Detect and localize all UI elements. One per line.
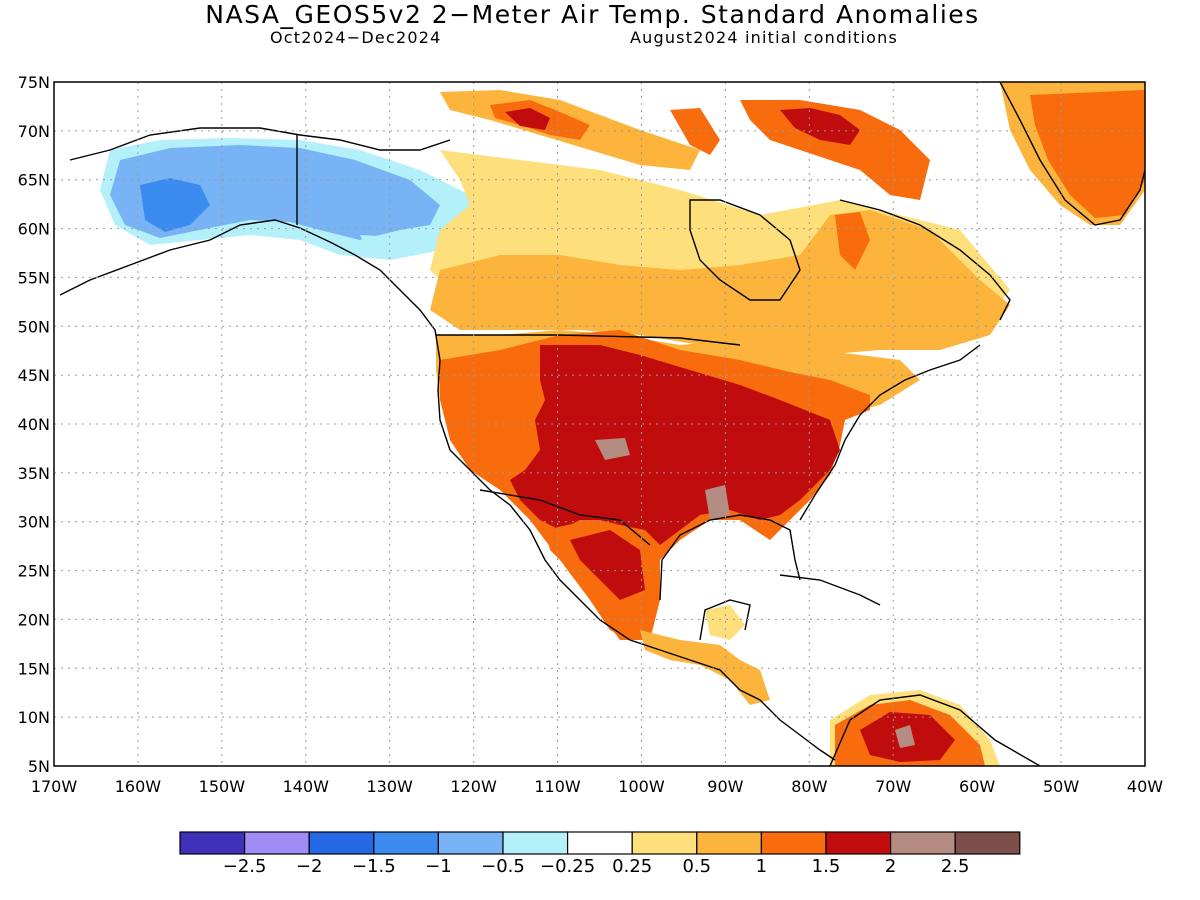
lat-label: 60N [18, 220, 50, 239]
coastline-hudson-bay [689, 199, 801, 301]
colorbar-swatch [631, 831, 698, 855]
colorbar-label: 0.5 [682, 856, 711, 877]
lat-label: 55N [18, 268, 50, 287]
coastline-labrador [839, 199, 1011, 321]
lat-label: 15N [18, 659, 50, 678]
colorbar-label: 1.5 [812, 856, 841, 877]
coastlines [59, 82, 1145, 766]
lon-label: 60W [959, 777, 995, 796]
warm-region-baffin [670, 108, 720, 155]
lat-label: 20N [18, 610, 50, 629]
colorbar-swatch [244, 831, 310, 855]
lon-label: 40W [1127, 777, 1163, 796]
colorbar-label: 1 [756, 856, 767, 877]
lat-label: 25N [18, 562, 50, 581]
warm-region-ellesmere [740, 100, 930, 200]
lat-label: 65N [18, 171, 50, 190]
lon-label: 80W [791, 777, 827, 796]
colorbar: −2.5 −2 −1.5 −1 −0.5 −0.25 0.25 0.5 1 1.5 2 2.5 [179, 831, 1021, 877]
colorbar-swatch [954, 831, 1021, 855]
lon-label: 170W [31, 777, 78, 796]
lon-label: 130W [367, 777, 414, 796]
colorbar-swatch [696, 831, 762, 855]
colorbar-swatch [308, 831, 375, 855]
map-frame [53, 81, 1146, 767]
border-us-mexico [479, 489, 651, 546]
lat-label: 35N [18, 464, 50, 483]
colorbar-label: −2 [296, 856, 323, 877]
lat-label: 30N [18, 513, 50, 532]
warm-region-central-america [640, 630, 770, 705]
brown-region-louisiana [705, 485, 730, 520]
coastline-gulf [659, 514, 801, 601]
coastline-greenland [999, 82, 1145, 226]
lon-label: 100W [618, 777, 665, 796]
colorbar-swatch [502, 831, 569, 855]
colorbar-label: 2.5 [941, 856, 970, 877]
colorbar-label: −2.5 [223, 856, 267, 877]
coastline-cuba [779, 574, 881, 606]
hot-region-ellesmere [780, 108, 860, 145]
map-period: Oct2024−Dec2024 [270, 28, 442, 47]
anomaly-fill [100, 82, 1145, 766]
lon-label: 70W [875, 777, 911, 796]
initial-conditions: August2024 initial conditions [630, 28, 898, 47]
hot-region-arctic [505, 108, 550, 130]
lat-label: 75N [18, 73, 50, 92]
lon-label: 110W [534, 777, 581, 796]
colorbar-swatch [566, 831, 633, 855]
hot-region-central-us [510, 345, 840, 545]
lon-label: 120W [450, 777, 497, 796]
lat-label: 50N [18, 317, 50, 336]
hot-region-mexico [570, 530, 645, 600]
lon-label: 90W [707, 777, 743, 796]
brown-region-south-america [895, 725, 915, 748]
colorbar-label: 0.25 [612, 856, 652, 877]
lon-label: 160W [115, 777, 162, 796]
colorbar-swatch [889, 831, 956, 855]
colorbar-swatch [825, 831, 892, 855]
coastline-alaska-north [69, 127, 451, 161]
lat-label: 45N [18, 366, 50, 385]
lat-label: 10N [18, 708, 50, 727]
coastline-west-us [437, 359, 836, 761]
lat-label: 5N [28, 757, 50, 776]
cold-region-yukon-light [360, 235, 432, 258]
colorbar-swatch [760, 831, 827, 855]
lat-label: 40N [18, 415, 50, 434]
border-us-canada [436, 334, 741, 346]
colorbar-swatch [179, 831, 246, 855]
colorbar-label: −1 [425, 856, 452, 877]
lat-label: 70N [18, 122, 50, 141]
axis-labels: 75N 70N 65N 60N 55N 50N 45N 40N 35N 30N 25N 20N 15N 1… [18, 73, 1164, 796]
lon-label: 150W [199, 777, 246, 796]
warm-region-quebec [835, 212, 870, 270]
brown-region-texas [595, 438, 630, 460]
graticule [54, 82, 1145, 766]
coastline-alaska [59, 219, 441, 361]
coastline-yucatan [699, 599, 751, 641]
colorbar-swatch [437, 831, 504, 855]
lon-label: 50W [1043, 777, 1079, 796]
colorbar-label: −0.5 [481, 856, 525, 877]
colorbar-label: 2 [885, 856, 896, 877]
coastline-south-america [829, 694, 1041, 766]
coastline-east-us [799, 344, 981, 521]
colorbar-label: −0.25 [540, 856, 595, 877]
warm-region-greenland [1030, 90, 1145, 218]
cold-region-alaska-core [140, 178, 210, 232]
colorbar-swatch [373, 831, 439, 855]
map-title: NASA_GEOS5v2 2−Meter Air Temp. Standard … [205, 0, 980, 29]
colorbar-label: −1.5 [352, 856, 396, 877]
lon-label: 140W [283, 777, 330, 796]
